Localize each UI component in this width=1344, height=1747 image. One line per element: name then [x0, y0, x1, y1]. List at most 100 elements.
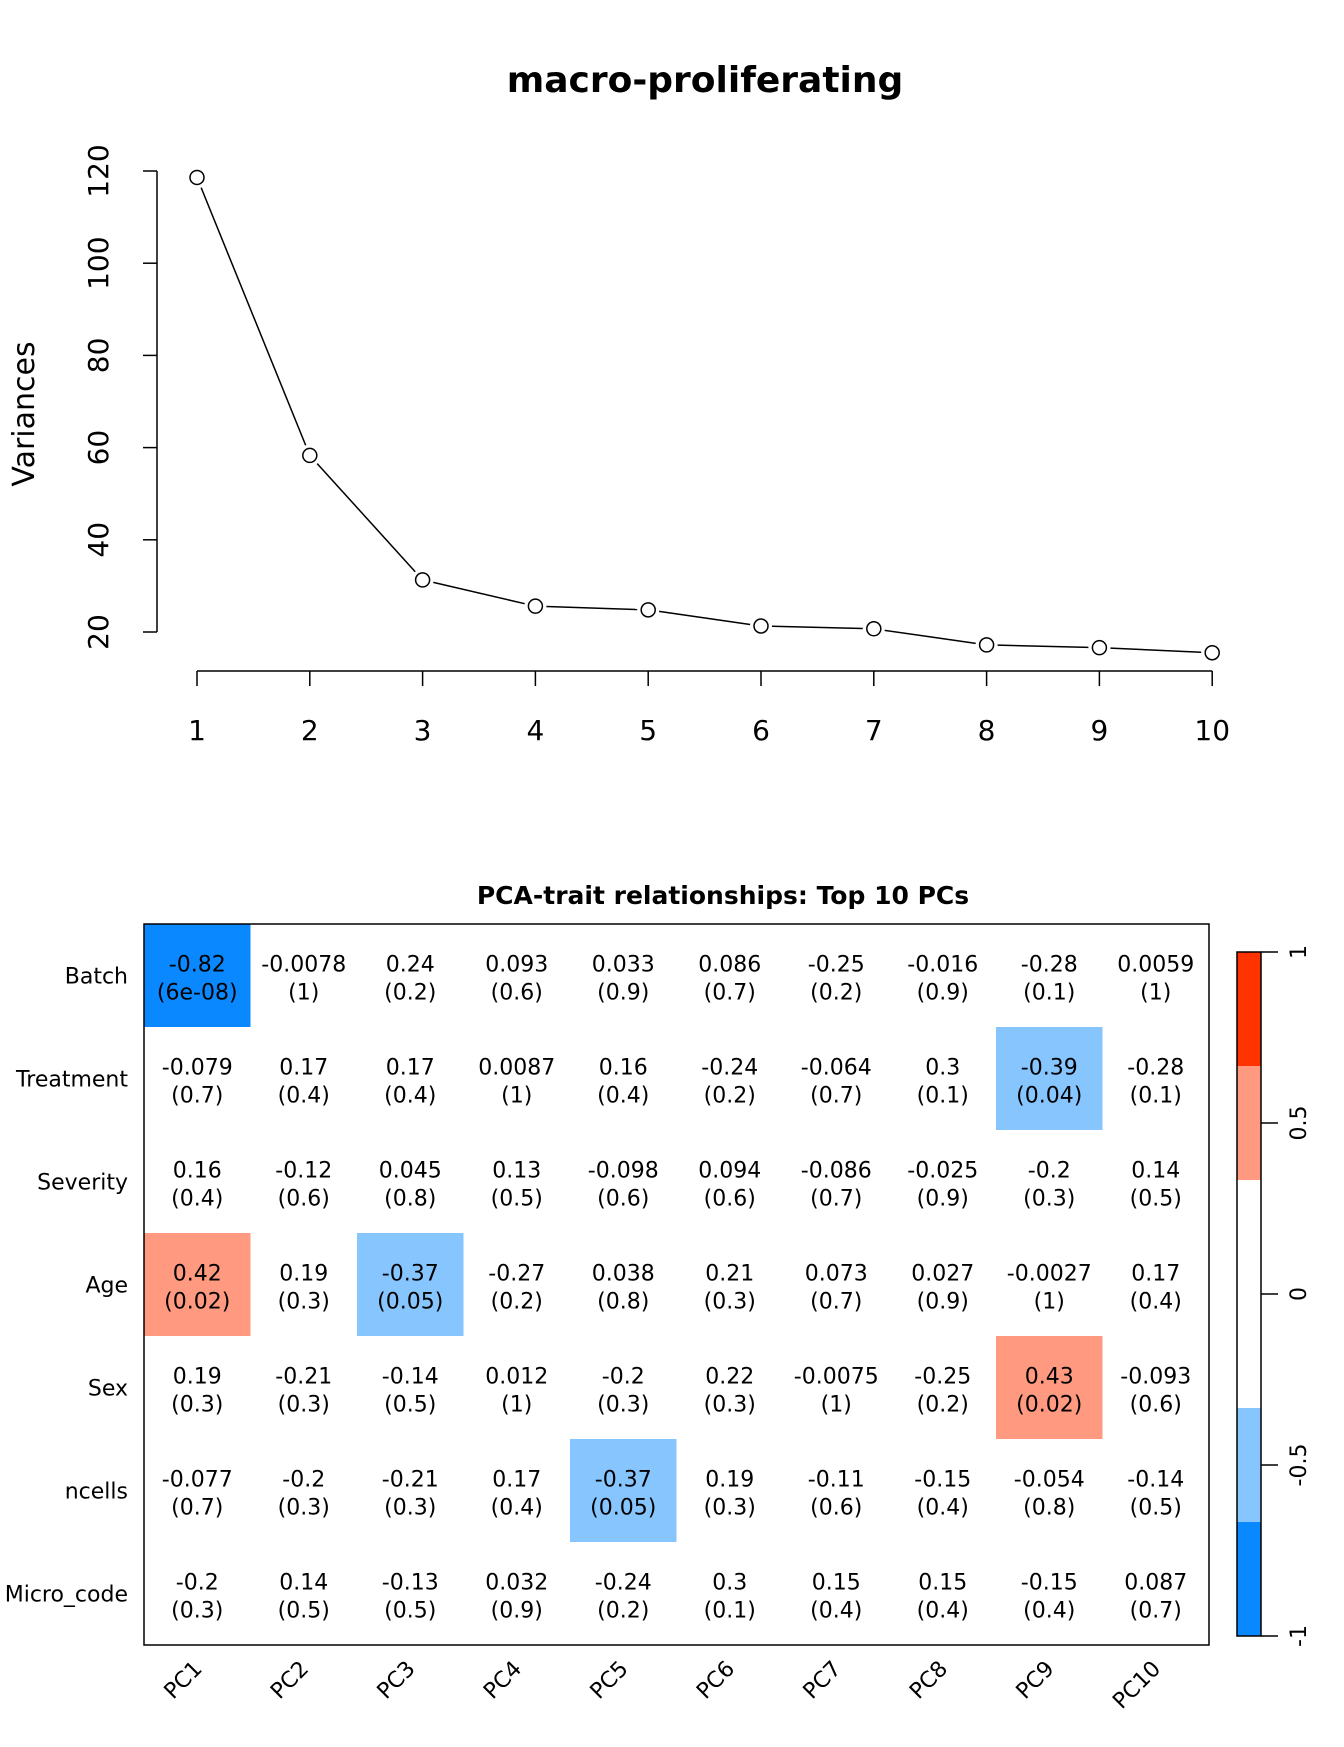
cell-correlation: 0.42	[173, 1262, 222, 1287]
heatmap-cell	[996, 1336, 1103, 1439]
cell-pvalue: (0.4)	[171, 1187, 223, 1212]
cell-correlation: -0.21	[382, 1468, 439, 1493]
cell-pvalue: (0.2)	[597, 1599, 649, 1624]
cell-pvalue: (1)	[288, 981, 319, 1006]
heatmap-cell	[463, 1027, 570, 1130]
series-line-segment	[316, 463, 416, 573]
heatmap-cell	[889, 1027, 996, 1130]
cell-correlation: -0.0078	[261, 953, 346, 978]
cell-pvalue: (0.9)	[491, 1599, 543, 1624]
heatmap-cell	[676, 1439, 783, 1542]
cell-correlation: -0.025	[907, 1159, 978, 1184]
heatmap-cell	[250, 924, 357, 1027]
cell-correlation: 0.086	[698, 953, 761, 978]
y-tick-label: 100	[82, 236, 115, 289]
cell-pvalue: (0.7)	[810, 1290, 862, 1315]
series-line-segment	[884, 629, 976, 645]
cell-pvalue: (0.7)	[1130, 1599, 1182, 1624]
heatmap-cell	[463, 1336, 570, 1439]
cell-pvalue: (0.05)	[590, 1496, 656, 1521]
cell-correlation: -0.13	[382, 1571, 439, 1596]
cell-correlation: 0.17	[492, 1468, 541, 1493]
cell-correlation: 0.045	[379, 1159, 442, 1184]
y-tick-label: 40	[82, 522, 115, 558]
cell-pvalue: (0.04)	[1016, 1084, 1082, 1109]
cell-pvalue: (0.2)	[917, 1393, 969, 1418]
column-label: PC5	[586, 1657, 634, 1705]
cell-correlation: 0.19	[173, 1365, 222, 1390]
cell-pvalue: (0.6)	[810, 1496, 862, 1521]
heatmap-cell	[996, 1233, 1103, 1336]
x-tick-label: 5	[639, 714, 657, 747]
colorbar-band	[1237, 1408, 1261, 1522]
heatmap-cell	[463, 1542, 570, 1645]
cell-correlation: 0.0087	[478, 1056, 555, 1081]
heatmap-cell	[144, 1130, 251, 1233]
cell-correlation: -0.077	[162, 1468, 233, 1493]
cell-correlation: 0.19	[279, 1262, 328, 1287]
heatmap-cell	[570, 1542, 677, 1645]
cell-correlation: -0.0075	[794, 1365, 879, 1390]
heatmap-cell	[144, 1233, 251, 1336]
cell-pvalue: (1)	[501, 1393, 532, 1418]
cell-pvalue: (0.4)	[810, 1599, 862, 1624]
row-label: Sex	[88, 1377, 128, 1402]
x-tick-label: 3	[414, 714, 432, 747]
cell-correlation: -0.11	[808, 1468, 865, 1493]
heatmap-cell	[250, 1542, 357, 1645]
cell-correlation: -0.14	[382, 1365, 439, 1390]
heatmap-cell	[463, 1130, 570, 1233]
x-tick-label: 10	[1194, 714, 1230, 747]
cell-pvalue: (0.5)	[491, 1187, 543, 1212]
cell-correlation: -0.064	[801, 1056, 872, 1081]
colorbar: 1 0.5 0 -0.5 -1	[1236, 945, 1312, 1647]
colorbar-band	[1237, 952, 1261, 1066]
cell-pvalue: (0.02)	[1016, 1393, 1082, 1418]
series-line-segment	[997, 644, 1089, 649]
cell-correlation: 0.3	[925, 1056, 960, 1081]
heatmap-cell	[783, 1439, 890, 1542]
column-label: PC6	[692, 1657, 740, 1705]
cell-pvalue: (0.9)	[917, 1187, 969, 1212]
colorbar-tick-label: -0.5	[1287, 1444, 1312, 1487]
heatmap-cell	[250, 1336, 357, 1439]
heatmap-cell	[996, 924, 1103, 1027]
heatmap-cell	[996, 1130, 1103, 1233]
heatmap-border	[143, 923, 1210, 1646]
cell-correlation: 0.038	[592, 1262, 655, 1287]
cell-correlation: 0.16	[599, 1056, 648, 1081]
column-label: PC3	[373, 1657, 421, 1705]
heatmap-cell	[570, 1233, 677, 1336]
cell-pvalue: (1)	[501, 1084, 532, 1109]
cell-correlation: -0.28	[1127, 1056, 1184, 1081]
series-line-segment	[546, 605, 638, 611]
scree-plot: macro-proliferating Variances 20 40 60 80 10…	[7, 60, 1230, 747]
heatmap-cell	[1102, 1439, 1209, 1542]
cell-correlation: 0.17	[279, 1056, 328, 1081]
cell-pvalue: (0.6)	[1130, 1393, 1182, 1418]
y-tick-label: 20	[82, 614, 115, 650]
heatmap-cell	[357, 1336, 464, 1439]
data-point	[189, 169, 205, 186]
data-point	[1091, 639, 1108, 656]
heatmap-cell	[996, 1027, 1103, 1130]
cell-correlation: 0.14	[1131, 1159, 1180, 1184]
cell-pvalue: (0.4)	[278, 1084, 330, 1109]
x-tick-label: 2	[301, 714, 319, 747]
cell-pvalue: (0.6)	[491, 981, 543, 1006]
cell-correlation: 0.19	[705, 1468, 754, 1493]
cell-correlation: -0.15	[1021, 1571, 1078, 1596]
cell-pvalue: (1)	[1034, 1290, 1065, 1315]
cell-pvalue: (0.7)	[810, 1187, 862, 1212]
heatmap-cell	[144, 1542, 251, 1645]
heatmap-cell	[357, 1130, 464, 1233]
cell-correlation: -0.15	[914, 1468, 971, 1493]
cell-pvalue: (0.1)	[704, 1599, 756, 1624]
y-axis-label: Variances	[7, 341, 42, 486]
cell-correlation: -0.28	[1021, 953, 1078, 978]
cell-pvalue: (0.5)	[1130, 1187, 1182, 1212]
scree-title: macro-proliferating	[507, 60, 904, 101]
cell-pvalue: (0.2)	[704, 1084, 756, 1109]
cell-pvalue: (0.6)	[278, 1187, 330, 1212]
cell-pvalue: (0.9)	[917, 981, 969, 1006]
